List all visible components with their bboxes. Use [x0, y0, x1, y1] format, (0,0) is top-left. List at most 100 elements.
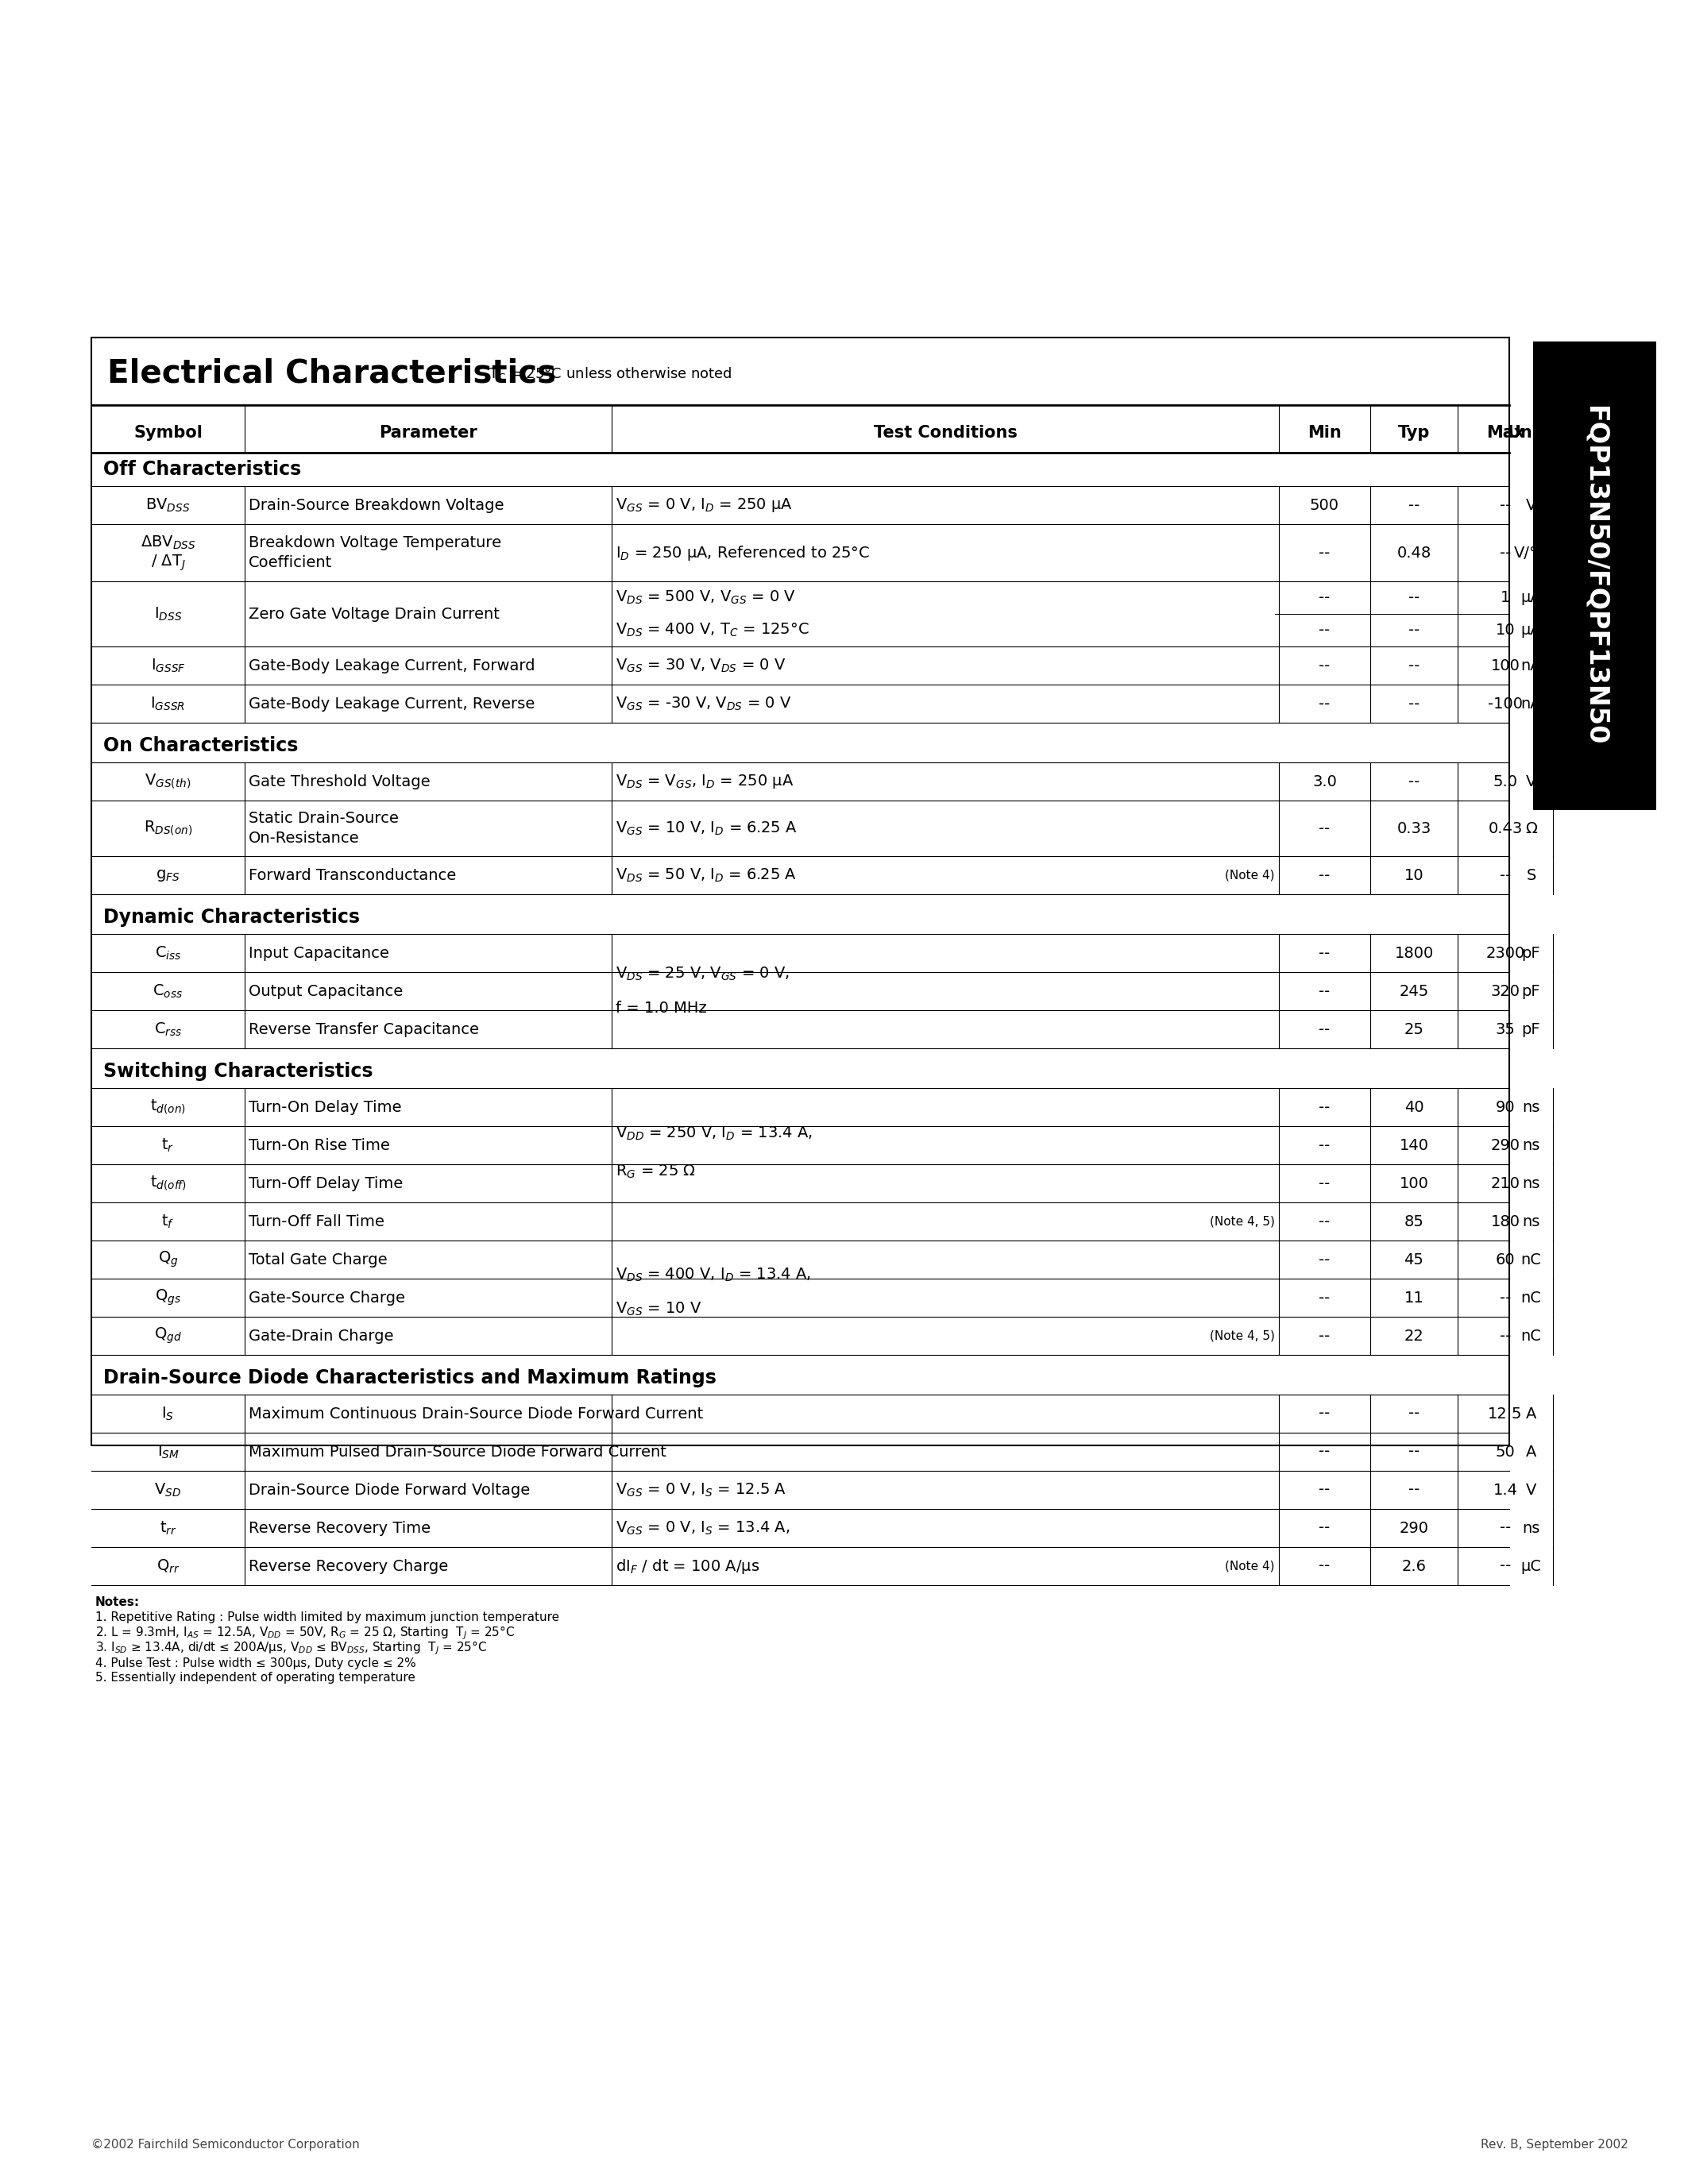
Text: --: -- — [1318, 1328, 1330, 1343]
Text: ΔBV$_{DSS}$: ΔBV$_{DSS}$ — [140, 535, 196, 550]
Text: V: V — [1526, 1483, 1536, 1498]
Text: V$_{DS}$ = 500 V, V$_{GS}$ = 0 V: V$_{DS}$ = 500 V, V$_{GS}$ = 0 V — [616, 590, 797, 607]
Text: --: -- — [1408, 657, 1420, 673]
Text: 22: 22 — [1404, 1328, 1423, 1343]
Text: (Note 4, 5): (Note 4, 5) — [1210, 1216, 1274, 1227]
Text: --: -- — [1318, 983, 1330, 998]
Text: V$_{GS}$ = 30 V, V$_{DS}$ = 0 V: V$_{GS}$ = 30 V, V$_{DS}$ = 0 V — [616, 657, 787, 675]
Text: --: -- — [1318, 622, 1330, 638]
Text: 1. Repetitive Rating : Pulse width limited by maximum junction temperature: 1. Repetitive Rating : Pulse width limit… — [95, 1612, 559, 1623]
Text: Q$_{rr}$: Q$_{rr}$ — [157, 1557, 179, 1575]
Text: --: -- — [1499, 498, 1511, 513]
Text: ns: ns — [1523, 1214, 1539, 1230]
Text: (Note 4, 5): (Note 4, 5) — [1210, 1330, 1274, 1341]
Text: --: -- — [1318, 1099, 1330, 1114]
Text: Min: Min — [1308, 426, 1342, 441]
Text: 320: 320 — [1491, 983, 1519, 998]
Text: Units: Units — [1507, 426, 1556, 441]
Text: 85: 85 — [1404, 1214, 1425, 1230]
Text: μC: μC — [1521, 1559, 1541, 1575]
Text: FQP13N50/FQPF13N50: FQP13N50/FQPF13N50 — [1582, 406, 1607, 747]
Text: S: S — [1526, 867, 1536, 882]
Text: I$_{D}$ = 250 μA, Referenced to 25°C: I$_{D}$ = 250 μA, Referenced to 25°C — [616, 544, 869, 561]
Text: Switching Characteristics: Switching Characteristics — [103, 1061, 373, 1081]
Text: I$_{S}$: I$_{S}$ — [162, 1404, 174, 1422]
Text: Reverse Recovery Charge: Reverse Recovery Charge — [248, 1559, 449, 1575]
Text: --: -- — [1318, 821, 1330, 836]
Text: V$_{GS}$ = 0 V, I$_{S}$ = 12.5 A: V$_{GS}$ = 0 V, I$_{S}$ = 12.5 A — [616, 1481, 787, 1498]
Text: V: V — [1526, 773, 1536, 788]
Text: 210: 210 — [1491, 1175, 1519, 1190]
Text: pF: pF — [1523, 946, 1541, 961]
Text: I$_{SM}$: I$_{SM}$ — [157, 1444, 179, 1461]
Text: / ΔT$_{J}$: / ΔT$_{J}$ — [150, 553, 186, 572]
Text: Symbol: Symbol — [133, 426, 203, 441]
Text: --: -- — [1408, 590, 1420, 605]
Text: --: -- — [1318, 1175, 1330, 1190]
Text: Test Conditions: Test Conditions — [873, 426, 1018, 441]
Text: Dynamic Characteristics: Dynamic Characteristics — [103, 909, 360, 926]
Text: -100: -100 — [1487, 697, 1523, 712]
Text: C$_{iss}$: C$_{iss}$ — [155, 943, 181, 961]
Text: C$_{rss}$: C$_{rss}$ — [154, 1020, 182, 1037]
Text: Q$_{g}$: Q$_{g}$ — [157, 1249, 179, 1269]
Text: Gate-Body Leakage Current, Reverse: Gate-Body Leakage Current, Reverse — [248, 697, 535, 712]
Text: V$_{GS}$ = 0 V, I$_{D}$ = 250 μA: V$_{GS}$ = 0 V, I$_{D}$ = 250 μA — [616, 496, 793, 513]
Text: 140: 140 — [1399, 1138, 1428, 1153]
Text: --: -- — [1318, 1022, 1330, 1037]
Text: Turn-On Rise Time: Turn-On Rise Time — [248, 1138, 390, 1153]
Text: Forward Transconductance: Forward Transconductance — [248, 867, 456, 882]
Text: V$_{GS}$ = 10 V: V$_{GS}$ = 10 V — [616, 1302, 702, 1317]
Text: 5. Essentially independent of operating temperature: 5. Essentially independent of operating … — [95, 1673, 415, 1684]
Text: nC: nC — [1521, 1328, 1541, 1343]
Text: --: -- — [1408, 697, 1420, 712]
Text: nC: nC — [1521, 1251, 1541, 1267]
Text: V$_{GS}$ = -30 V, V$_{DS}$ = 0 V: V$_{GS}$ = -30 V, V$_{DS}$ = 0 V — [616, 695, 792, 712]
Text: R$_{DS(on)}$: R$_{DS(on)}$ — [143, 819, 192, 836]
Text: --: -- — [1499, 1520, 1511, 1535]
Text: --: -- — [1408, 1444, 1420, 1459]
Text: Q$_{gs}$: Q$_{gs}$ — [155, 1289, 181, 1308]
Text: t$_{f}$: t$_{f}$ — [162, 1212, 174, 1230]
Text: T$_{C}$ = 25°C unless otherwise noted: T$_{C}$ = 25°C unless otherwise noted — [488, 365, 733, 382]
Text: --: -- — [1318, 1251, 1330, 1267]
Text: V$_{DS}$ = 50 V, I$_{D}$ = 6.25 A: V$_{DS}$ = 50 V, I$_{D}$ = 6.25 A — [616, 867, 797, 885]
Text: Gate-Drain Charge: Gate-Drain Charge — [248, 1328, 393, 1343]
Text: t$_{d(off)}$: t$_{d(off)}$ — [150, 1175, 186, 1192]
Text: nA: nA — [1521, 697, 1541, 712]
Text: 290: 290 — [1399, 1520, 1428, 1535]
Text: V$_{DD}$ = 250 V, I$_{D}$ = 13.4 A,: V$_{DD}$ = 250 V, I$_{D}$ = 13.4 A, — [616, 1125, 812, 1142]
Text: 2.6: 2.6 — [1401, 1559, 1426, 1575]
Text: --: -- — [1499, 1291, 1511, 1306]
Text: --: -- — [1318, 1138, 1330, 1153]
Text: I$_{GSSF}$: I$_{GSSF}$ — [150, 657, 186, 675]
Text: ns: ns — [1523, 1520, 1539, 1535]
Text: Turn-Off Fall Time: Turn-Off Fall Time — [248, 1214, 385, 1230]
Text: 0.48: 0.48 — [1396, 546, 1431, 561]
Text: --: -- — [1408, 498, 1420, 513]
Text: 4. Pulse Test : Pulse width ≤ 300μs, Duty cycle ≤ 2%: 4. Pulse Test : Pulse width ≤ 300μs, Dut… — [95, 1658, 415, 1669]
Text: ns: ns — [1523, 1138, 1539, 1153]
Text: --: -- — [1318, 1406, 1330, 1422]
Text: V/°C: V/°C — [1514, 546, 1548, 561]
Text: μA: μA — [1521, 590, 1541, 605]
Text: g$_{FS}$: g$_{FS}$ — [155, 867, 181, 882]
Text: 180: 180 — [1491, 1214, 1519, 1230]
Text: --: -- — [1408, 773, 1420, 788]
Text: V$_{DS}$ = 25 V, V$_{GS}$ = 0 V,: V$_{DS}$ = 25 V, V$_{GS}$ = 0 V, — [616, 965, 790, 983]
Text: V$_{DS}$ = V$_{GS}$, I$_{D}$ = 250 μA: V$_{DS}$ = V$_{GS}$, I$_{D}$ = 250 μA — [616, 773, 793, 791]
Text: 100: 100 — [1399, 1175, 1428, 1190]
Text: V$_{GS}$ = 10 V, I$_{D}$ = 6.25 A: V$_{GS}$ = 10 V, I$_{D}$ = 6.25 A — [616, 819, 797, 836]
Text: Q$_{gd}$: Q$_{gd}$ — [154, 1326, 182, 1345]
Text: V$_{SD}$: V$_{SD}$ — [155, 1481, 182, 1498]
Text: On-Resistance: On-Resistance — [248, 830, 360, 845]
Text: --: -- — [1318, 867, 1330, 882]
Text: R$_{G}$ = 25 Ω: R$_{G}$ = 25 Ω — [616, 1164, 695, 1179]
Text: 1.4: 1.4 — [1492, 1483, 1518, 1498]
Text: 90: 90 — [1496, 1099, 1516, 1114]
Text: Drain-Source Breakdown Voltage: Drain-Source Breakdown Voltage — [248, 498, 505, 513]
Text: 100: 100 — [1491, 657, 1519, 673]
Text: 12.5: 12.5 — [1489, 1406, 1523, 1422]
Text: dI$_{F}$ / dt = 100 A/μs: dI$_{F}$ / dt = 100 A/μs — [616, 1557, 760, 1575]
Text: 290: 290 — [1491, 1138, 1519, 1153]
